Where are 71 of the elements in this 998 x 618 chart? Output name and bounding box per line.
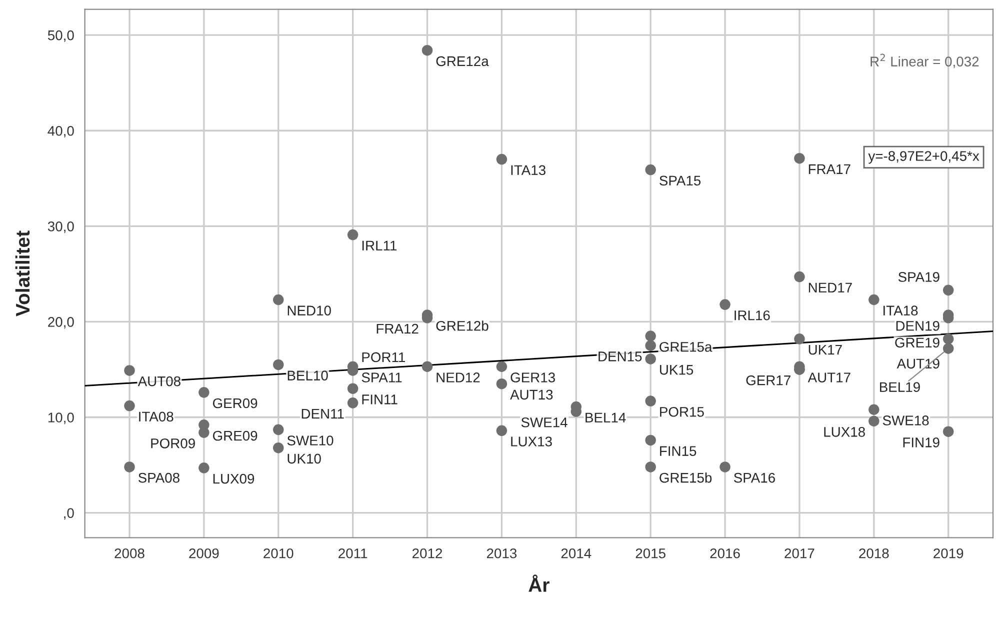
annotation: GER17 <box>746 375 790 386</box>
annotation: UK10 <box>288 454 321 464</box>
x-tick-label: 2019 <box>934 548 964 558</box>
annotation: GRE15a <box>660 342 712 352</box>
annotation: FIN11 <box>362 394 398 404</box>
annotation: FIN19 <box>903 438 940 448</box>
annotation: GER13 <box>510 372 555 382</box>
x-tick-label: 2017 <box>784 548 814 558</box>
x-tick-label: 2014 <box>561 548 592 558</box>
annotation: GRE12a <box>436 56 489 66</box>
x-axis-title: År <box>528 574 550 592</box>
annotation: IRL11 <box>362 240 397 250</box>
x-tick-label: 2015 <box>636 548 666 558</box>
annotation: LUX13 <box>511 436 552 446</box>
annotation: y=-8,97E2+0,45*x <box>868 151 980 164</box>
annotation: DEN19 <box>896 320 940 331</box>
y-axis-title: Volatilitet <box>15 230 30 316</box>
annotation: GRE19 <box>895 338 940 348</box>
annotation: LUX09 <box>213 474 254 484</box>
annotation: FIN15 <box>660 446 696 456</box>
annotation: AUT17 <box>808 372 850 382</box>
annotation: SPA19 <box>898 272 940 282</box>
annotation: LUX18 <box>824 427 865 437</box>
annotation: BEL14 <box>586 412 626 422</box>
x-tick-label: 2018 <box>859 548 889 558</box>
annotation: GRE15b <box>660 472 712 483</box>
annotation: SWE10 <box>287 436 334 446</box>
annotation: BEL10 <box>288 370 328 380</box>
annotation: POR15 <box>660 406 704 417</box>
y-tick-label: 30,0 <box>48 222 74 233</box>
y-tick-label: 10,0 <box>48 412 74 424</box>
annotation: R$^{2}$ Linear = 0,032 <box>870 54 979 68</box>
annotation: FRA17 <box>808 164 850 174</box>
annotation: DEN15 <box>598 352 642 362</box>
x-tick-label: 2016 <box>710 548 740 558</box>
x-tick-label: 2011 <box>338 548 368 558</box>
annotation: DEN11 <box>302 409 344 419</box>
annotation: POR09 <box>151 438 195 448</box>
annotation: SWE14 <box>521 417 568 428</box>
annotation: ITA18 <box>884 306 918 316</box>
annotation: SWE18 <box>882 416 929 426</box>
y-tick-label: 40,0 <box>48 126 74 138</box>
x-tick-label: 2013 <box>486 548 517 558</box>
annotation: UK17 <box>808 344 842 355</box>
annotation: IRL16 <box>734 310 770 320</box>
y-tick-label: 20,0 <box>48 317 74 329</box>
annotation: SPA11 <box>362 372 402 382</box>
annotation: SPA08 <box>138 472 180 483</box>
annotation: SPA15 <box>660 176 701 186</box>
annotation: SPA16 <box>734 472 775 483</box>
annotation: AUT13 <box>510 390 553 400</box>
annotation: FRA12 <box>376 324 418 334</box>
annotation: POR11 <box>362 352 405 362</box>
x-tick-label: 2009 <box>189 548 219 558</box>
annotation: GRE09 <box>212 430 258 441</box>
x-tick-label: 2010 <box>264 548 294 558</box>
x-tick-label: 2012 <box>412 548 442 558</box>
y-tick-label: 50,0 <box>48 30 74 42</box>
annotation: UK15 <box>660 365 694 375</box>
annotation: NED17 <box>808 282 852 292</box>
annotation: ITA08 <box>139 412 174 422</box>
annotation: AUT08 <box>138 376 180 386</box>
annotation: BEL19 <box>880 382 920 392</box>
annotation: GER09 <box>212 398 258 408</box>
annotation: ITA13 <box>511 165 546 176</box>
annotation: NED10 <box>288 306 331 316</box>
annotation: GRE12b <box>436 320 488 331</box>
x-tick-label: 2008 <box>114 548 144 558</box>
annotation: NED12 <box>436 372 480 382</box>
annotation: AUT19 <box>896 358 940 369</box>
y-tick-label: ,0 <box>64 508 74 520</box>
